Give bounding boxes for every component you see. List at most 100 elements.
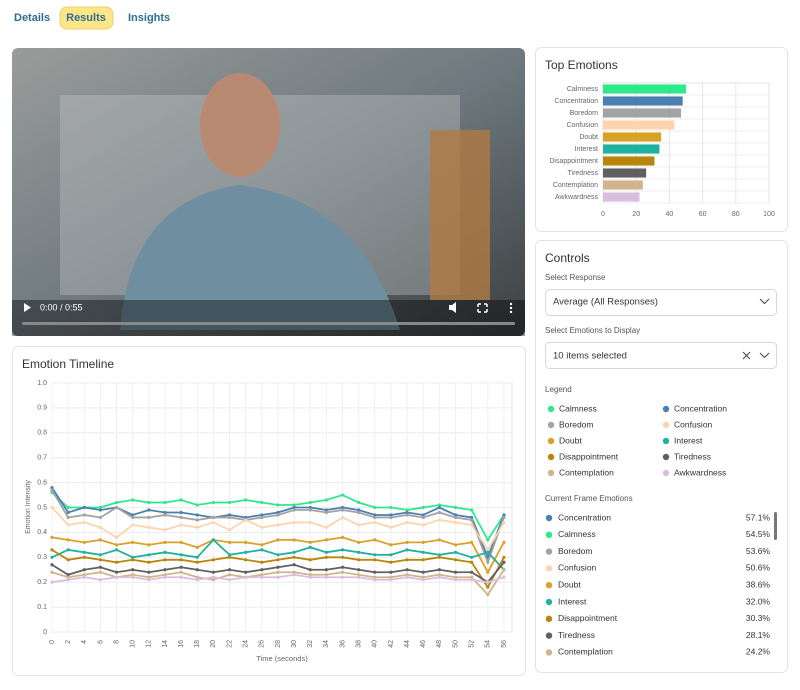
volume-button[interactable] — [449, 302, 456, 313]
point — [324, 510, 328, 515]
scrollbar[interactable] — [774, 512, 777, 540]
point — [50, 535, 54, 539]
legend-label: Tiredness — [674, 451, 711, 461]
point — [98, 525, 103, 530]
legend-swatch — [662, 469, 670, 477]
clear-button[interactable] — [742, 351, 751, 360]
emotion-value: 24.2% — [746, 647, 771, 657]
point — [421, 540, 425, 544]
emotion-name: Interest — [558, 596, 587, 606]
point — [114, 548, 119, 552]
point — [82, 513, 86, 517]
tab[interactable]: Results — [66, 12, 106, 24]
emotion-swatch — [545, 632, 553, 639]
tab[interactable]: Details — [14, 12, 50, 24]
point — [470, 518, 474, 522]
x-tick-label: 32 — [307, 640, 314, 648]
point — [340, 493, 345, 497]
emotion-value: 38.6% — [746, 579, 771, 589]
emotion-name: Tiredness — [558, 630, 595, 640]
point — [131, 515, 135, 520]
progress-bar[interactable] — [22, 322, 515, 325]
point — [276, 513, 280, 517]
point — [357, 575, 361, 579]
emotion-swatch — [545, 565, 553, 572]
point — [373, 558, 377, 562]
legend-label: Concentration — [674, 403, 727, 413]
bar — [603, 108, 682, 118]
point — [453, 575, 458, 579]
point — [389, 560, 393, 564]
x-tick-label: 38 — [356, 640, 363, 648]
point — [502, 520, 506, 525]
point — [357, 500, 361, 505]
response-select[interactable] — [545, 289, 777, 316]
point — [373, 515, 377, 520]
point — [357, 510, 361, 515]
point — [147, 525, 151, 530]
legend-label: Calmness — [559, 403, 597, 413]
y-tick-label: 0.2 — [37, 579, 47, 586]
point — [163, 550, 167, 554]
emotion-name: Calmness — [558, 529, 596, 539]
point — [82, 540, 86, 544]
point — [227, 540, 232, 544]
point — [437, 573, 441, 577]
emotion-value: 32.0% — [746, 596, 771, 606]
more-button[interactable] — [509, 302, 513, 314]
point — [50, 488, 54, 492]
point — [502, 540, 506, 544]
point — [373, 513, 377, 517]
y-tick-label: Calmness — [567, 86, 599, 93]
point — [163, 568, 167, 572]
point — [470, 540, 474, 544]
point — [131, 513, 135, 517]
play-button[interactable] — [24, 303, 31, 312]
point — [276, 503, 280, 507]
legend-swatch — [547, 437, 555, 445]
point — [308, 568, 312, 572]
x-tick-label: 22 — [226, 640, 233, 648]
point — [437, 568, 441, 572]
x-tick-label: 2 — [65, 640, 72, 644]
point — [195, 555, 199, 559]
bar — [603, 144, 660, 154]
fullscreen-button[interactable] — [477, 303, 488, 313]
y-tick-label: 0.5 — [37, 504, 47, 511]
point — [211, 520, 216, 525]
point — [292, 508, 296, 512]
point — [486, 570, 490, 574]
point — [195, 575, 199, 579]
point — [260, 575, 264, 579]
tab-active-bg[interactable] — [59, 6, 114, 30]
x-tick-label: 50 — [452, 640, 459, 648]
point — [131, 568, 135, 572]
point — [437, 518, 441, 522]
point — [66, 505, 70, 510]
point — [114, 560, 119, 564]
point — [195, 560, 199, 564]
point — [163, 573, 167, 577]
point — [147, 553, 151, 557]
point — [179, 558, 183, 562]
tab[interactable]: Insights — [128, 12, 170, 24]
bar — [603, 192, 640, 202]
point — [421, 575, 425, 579]
point — [131, 573, 135, 577]
point — [405, 558, 409, 562]
point — [147, 560, 151, 564]
point — [453, 558, 458, 562]
point — [98, 570, 103, 574]
point — [373, 520, 377, 525]
point — [486, 560, 490, 564]
bar — [603, 120, 675, 130]
emotions-select[interactable] — [545, 342, 777, 369]
point — [389, 525, 393, 530]
point — [437, 505, 441, 510]
x-tick-label: 54 — [485, 640, 492, 648]
x-tick-label: 0 — [601, 211, 605, 218]
point — [163, 500, 167, 505]
point — [324, 568, 328, 572]
point — [373, 505, 377, 510]
